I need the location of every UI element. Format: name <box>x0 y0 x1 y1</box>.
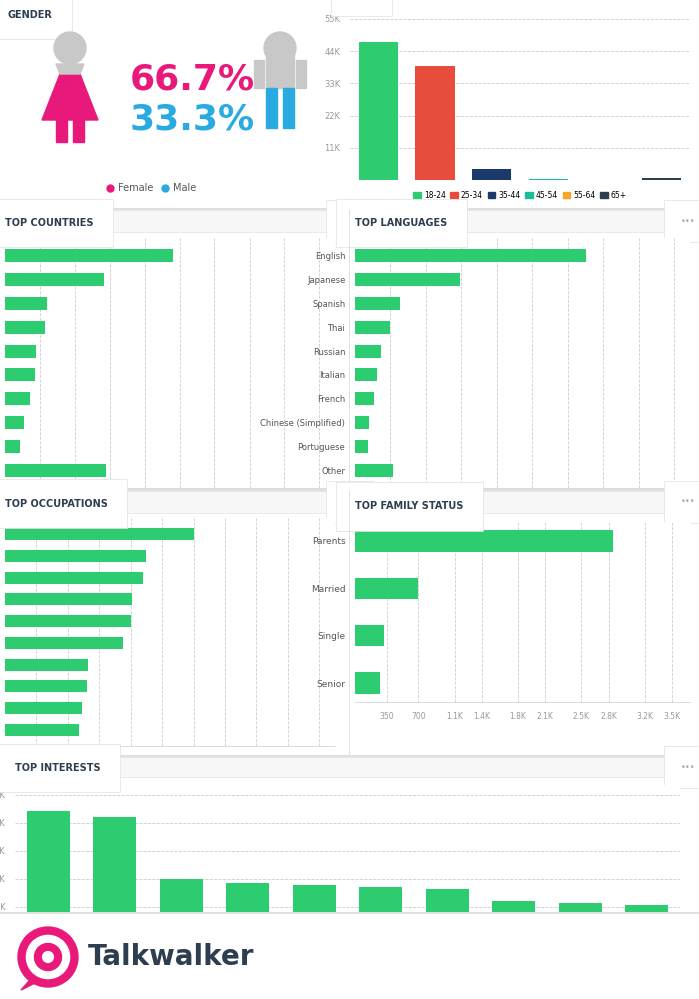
Circle shape <box>43 952 53 962</box>
Bar <box>355 273 460 287</box>
Bar <box>426 889 469 935</box>
Circle shape <box>27 935 70 979</box>
Bar <box>5 615 131 627</box>
Polygon shape <box>42 74 98 120</box>
Bar <box>359 887 403 935</box>
Bar <box>5 297 48 310</box>
Bar <box>355 321 390 334</box>
Bar <box>642 178 682 180</box>
Bar <box>5 416 24 429</box>
Legend: 18-24, 25-34, 35-44, 45-54, 55-64, 65+: 18-24, 25-34, 35-44, 45-54, 55-64, 65+ <box>410 188 630 203</box>
Bar <box>266 52 294 88</box>
Text: •••: ••• <box>681 498 696 506</box>
Bar <box>355 440 368 453</box>
Text: •••: ••• <box>681 762 696 771</box>
Bar <box>254 60 264 88</box>
Circle shape <box>18 927 78 987</box>
Text: •••: ••• <box>343 217 356 226</box>
Bar <box>296 60 306 88</box>
Bar <box>355 577 419 599</box>
Bar <box>355 369 377 382</box>
Bar <box>5 273 104 287</box>
Bar <box>625 905 668 935</box>
Text: Male: Male <box>173 183 196 193</box>
Bar <box>283 88 294 128</box>
Circle shape <box>264 32 296 64</box>
Text: TOP OCCUPATIONS: TOP OCCUPATIONS <box>5 499 108 508</box>
Bar <box>559 903 602 935</box>
Bar <box>93 817 136 935</box>
Bar <box>355 625 384 646</box>
Bar <box>5 440 20 453</box>
Bar <box>5 393 30 406</box>
Text: Talkwalker: Talkwalker <box>88 943 254 971</box>
Text: TOP COUNTRIES: TOP COUNTRIES <box>5 218 94 228</box>
Bar <box>355 416 369 429</box>
Polygon shape <box>56 64 84 74</box>
Bar <box>355 672 380 694</box>
Text: 66.7%: 66.7% <box>130 63 255 97</box>
Circle shape <box>34 943 62 970</box>
Bar <box>355 345 380 358</box>
Bar <box>5 723 79 735</box>
Bar <box>492 901 535 935</box>
Bar <box>528 179 568 180</box>
Bar <box>27 811 70 935</box>
Bar <box>5 321 45 334</box>
Bar <box>5 637 123 648</box>
Bar <box>355 393 374 406</box>
Bar <box>226 883 269 935</box>
Bar <box>355 250 586 263</box>
Text: TOP LANGUAGES: TOP LANGUAGES <box>355 218 447 228</box>
Bar <box>472 169 512 180</box>
Text: •••: ••• <box>343 498 356 506</box>
Bar <box>5 345 36 358</box>
Text: •••: ••• <box>681 217 696 226</box>
Bar <box>359 42 398 180</box>
Text: Female: Female <box>118 183 153 193</box>
Bar <box>5 680 87 692</box>
Bar <box>5 250 173 263</box>
Bar <box>355 297 400 310</box>
Bar <box>293 885 336 935</box>
Bar <box>355 530 613 551</box>
Bar <box>5 528 194 540</box>
Bar <box>5 593 132 605</box>
Bar <box>73 120 84 142</box>
Text: 33.3%: 33.3% <box>130 103 255 137</box>
Bar <box>5 658 88 670</box>
Bar <box>5 571 143 583</box>
Text: TOP INTERESTS: TOP INTERESTS <box>15 763 101 773</box>
Text: GENDER: GENDER <box>8 10 53 20</box>
Bar <box>159 879 203 935</box>
Bar <box>5 702 82 714</box>
Bar <box>56 120 67 142</box>
Bar <box>5 369 35 382</box>
Bar <box>355 464 394 477</box>
Bar <box>415 66 455 180</box>
Bar <box>5 464 106 477</box>
Bar <box>5 550 146 562</box>
Bar <box>266 88 277 128</box>
Circle shape <box>54 32 86 64</box>
Polygon shape <box>21 976 45 990</box>
Text: TOP FAMILY STATUS: TOP FAMILY STATUS <box>355 501 463 511</box>
